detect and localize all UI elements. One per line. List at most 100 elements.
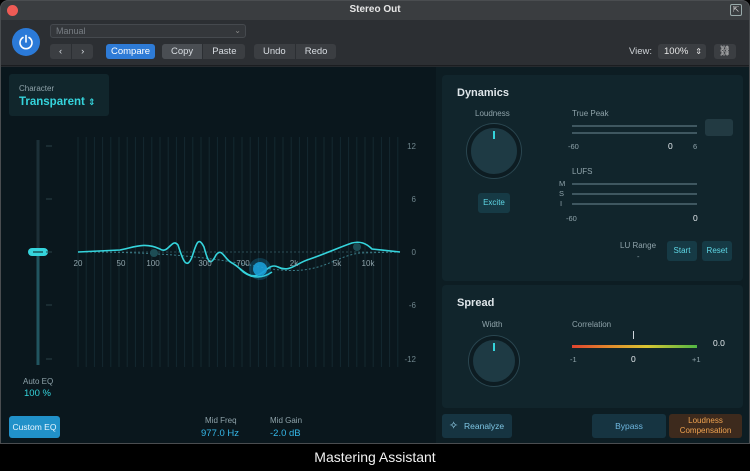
freq-tick-label: 5k — [333, 259, 342, 268]
true-peak-meter-bottom — [572, 132, 697, 134]
paste-button[interactable]: Paste — [212, 46, 237, 57]
preset-nav: ‹ › — [50, 44, 94, 59]
chevron-updown-icon: ⇕ — [695, 47, 702, 56]
correlation-mid: 0 — [631, 354, 636, 364]
preset-value: Manual — [56, 26, 86, 36]
freq-tick-label: 50 — [117, 259, 126, 268]
plugin-body: 12 6 0 -6 -12 20 50 100 300 700 2k 5k 10k Character… — [0, 67, 750, 444]
plugin-window: Stereo Out ⇱ Manual ⌄ ‹ › Compare Copy P… — [0, 0, 750, 444]
character-value: Transparent ⇕ — [19, 96, 96, 108]
lufs-meter-i — [572, 203, 697, 205]
true-peak-meter-top — [572, 125, 697, 127]
link-icon[interactable]: ⛓ — [714, 44, 736, 59]
lufs-label: LUFS — [572, 167, 593, 176]
copy-paste-group: Copy Paste — [162, 44, 246, 59]
lu-range-label: LU Range — [620, 241, 657, 250]
mid-gain-value[interactable]: -2.0 dB — [270, 428, 301, 439]
lufs-meter-m — [572, 183, 697, 185]
eq-section: 12 6 0 -6 -12 20 50 100 300 700 2k 5k 10k Character… — [0, 67, 436, 444]
character-label: Character — [19, 84, 55, 93]
excite-button[interactable]: Excite — [478, 193, 510, 213]
view-label: View: — [629, 46, 653, 57]
spread-title: Spread — [457, 297, 495, 309]
correlation-value: 0.0 — [713, 338, 725, 348]
lufs-i-label: I — [560, 199, 563, 208]
copy-button[interactable]: Copy — [162, 44, 204, 59]
gain-tick-label: -12 — [404, 355, 416, 364]
dynamics-title: Dynamics — [457, 87, 509, 99]
compare-button[interactable]: Compare — [106, 44, 156, 59]
eq-band-high-handle — [353, 243, 361, 251]
gain-tick-label: -6 — [409, 301, 417, 310]
auto-eq-label: Auto EQ — [23, 377, 54, 386]
gain-tick-label: 0 — [412, 248, 417, 257]
lufs-min: -60 — [566, 214, 577, 223]
true-peak-max: 6 — [693, 142, 698, 151]
eq-graph[interactable]: 12 6 0 -6 -12 20 50 100 300 700 2k 5k 10k — [0, 67, 436, 444]
width-label: Width — [482, 320, 503, 329]
correlation-label: Correlation — [572, 320, 612, 329]
custom-eq-button[interactable]: Custom EQ — [9, 416, 60, 438]
correlation-max: +1 — [692, 355, 701, 364]
start-button[interactable]: Start — [667, 241, 697, 261]
close-button[interactable] — [7, 5, 18, 16]
loudness-label: Loudness — [475, 109, 510, 118]
power-button[interactable] — [12, 28, 40, 56]
correlation-min: -1 — [570, 355, 577, 364]
freq-tick-label: 700 — [236, 259, 250, 268]
loudness-compensation-line2: Compensation — [679, 426, 732, 435]
eq-band-low-handle — [150, 249, 158, 257]
lu-range-value: - — [637, 252, 640, 261]
undo-button[interactable]: Undo — [254, 44, 296, 59]
lufs-s-label: S — [559, 189, 565, 198]
reset-button[interactable]: Reset — [702, 241, 732, 261]
title-bar: Stereo Out ⇱ — [0, 0, 750, 20]
caption: Mastering Assistant — [0, 444, 750, 471]
mid-freq-value[interactable]: 977.0 Hz — [201, 428, 240, 439]
freq-tick-label: 10k — [362, 259, 376, 268]
loudness-knob[interactable] — [467, 124, 521, 178]
lufs-m-label: M — [559, 179, 566, 188]
freq-tick-label: 300 — [198, 259, 212, 268]
correlation-marker — [633, 331, 634, 339]
character-selector[interactable]: Character Transparent ⇕ — [9, 74, 109, 116]
spread-panel: Spread Width Correlation -1 0 +1 0.0 — [442, 285, 743, 408]
eq-band-mid-handle — [253, 262, 267, 276]
power-icon — [19, 34, 33, 50]
plugin-header: Manual ⌄ ‹ › Compare Copy Paste Undo Red… — [0, 20, 750, 66]
true-peak-zero: 0 — [668, 141, 673, 151]
preset-menu[interactable]: Manual ⌄ — [50, 24, 246, 38]
freq-tick-label: 2k — [290, 259, 299, 268]
chevron-down-icon: ⌄ — [234, 26, 241, 35]
previous-preset-button[interactable]: ‹ — [50, 44, 73, 59]
view-zoom-value: 100% — [664, 46, 689, 57]
knob-indicator — [493, 131, 495, 139]
true-peak-value-box — [705, 119, 733, 136]
reanalyze-label: Reanalyze — [464, 421, 505, 431]
loudness-compensation-button[interactable]: Loudness Compensation — [669, 414, 742, 438]
gain-tick-label: 12 — [407, 142, 416, 151]
redo-button[interactable]: Redo — [304, 46, 328, 57]
dynamics-panel: Dynamics Loudness Excite True Peak -60 0… — [442, 75, 743, 281]
undo-redo-group: Undo Redo — [254, 44, 337, 59]
mid-gain-label: Mid Gain — [270, 416, 303, 425]
chevron-updown-icon: ⇕ — [88, 97, 96, 107]
mid-freq-label: Mid Freq — [205, 416, 237, 425]
float-window-icon[interactable]: ⇱ — [730, 4, 742, 16]
true-peak-label: True Peak — [572, 109, 609, 118]
gain-tick-label: 6 — [412, 195, 417, 204]
lufs-zero: 0 — [693, 213, 698, 223]
bypass-button[interactable]: Bypass — [592, 414, 666, 438]
freq-tick-label: 20 — [74, 259, 83, 268]
auto-eq-value: 100 % — [24, 388, 51, 399]
reanalyze-button[interactable]: ✧ Reanalyze — [442, 414, 512, 438]
window-title: Stereo Out — [349, 4, 401, 15]
correlation-meter — [572, 345, 697, 348]
magic-wand-icon: ✧ — [449, 420, 459, 432]
true-peak-min: -60 — [568, 142, 579, 151]
width-knob[interactable] — [469, 336, 519, 386]
next-preset-button[interactable]: › — [81, 46, 85, 57]
lufs-meter-s — [572, 193, 697, 195]
view-zoom-select[interactable]: 100% ⇕ — [658, 44, 706, 59]
freq-tick-label: 100 — [146, 259, 160, 268]
